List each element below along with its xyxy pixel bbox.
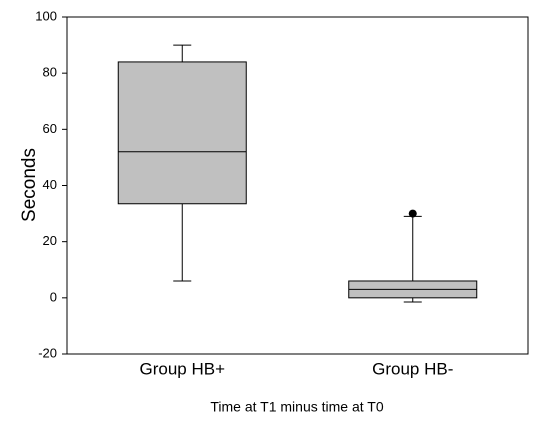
y-tick-label: 0 — [50, 289, 57, 304]
y-tick-label: -20 — [38, 345, 57, 360]
outlier — [408, 209, 417, 218]
y-tick-label: 60 — [43, 121, 57, 136]
y-tick-label: 100 — [35, 8, 57, 23]
y-axis-label: Seconds — [19, 148, 40, 222]
x-tick-label: Group HB- — [372, 359, 453, 378]
x-tick-label: Group HB+ — [139, 359, 225, 378]
x-axis-label: Time at T1 minus time at T0 — [210, 399, 383, 415]
y-tick-label: 20 — [43, 233, 57, 248]
y-tick-label: 80 — [43, 65, 57, 80]
y-tick-label: 40 — [43, 177, 57, 192]
box — [117, 61, 247, 205]
